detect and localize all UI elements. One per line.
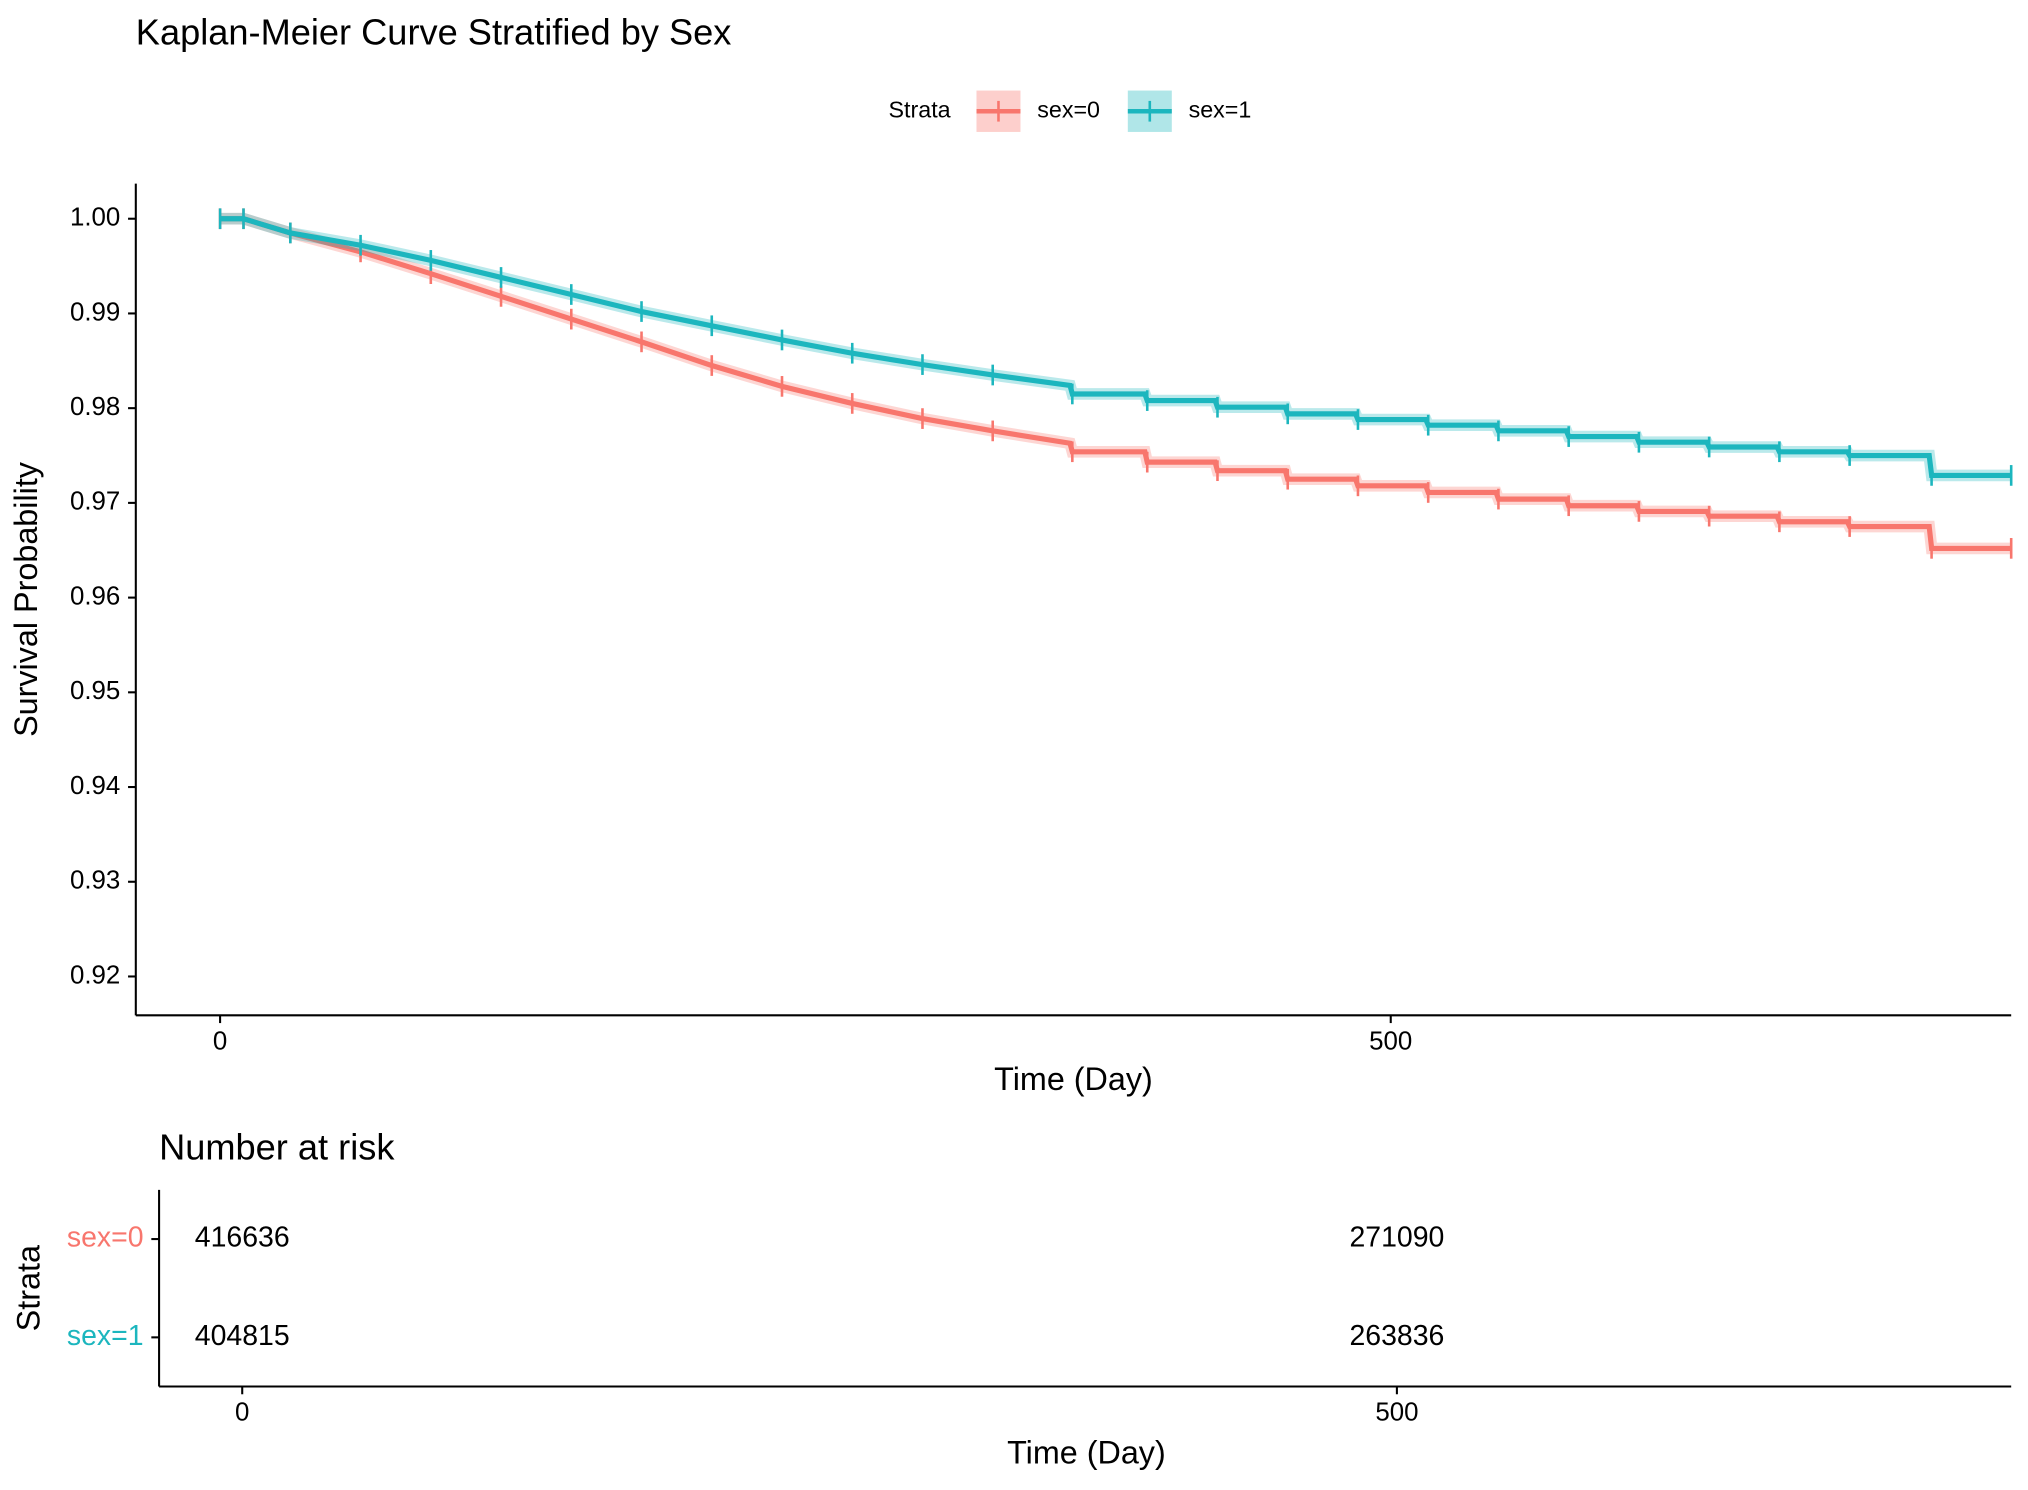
chart-title: Kaplan-Meier Curve Stratified by Sex [136, 12, 732, 53]
confidence-band [220, 212, 2012, 555]
y-tick-label: 0.93 [70, 867, 120, 895]
risk-count: 404815 [195, 1320, 290, 1352]
x-axis-label: Time (Day) [994, 1061, 1153, 1097]
y-tick-label: 0.99 [70, 298, 120, 326]
y-axis-label: Survival Probability [8, 461, 44, 737]
strata-label: sex=0 [67, 1222, 144, 1254]
y-tick-label: 0.94 [70, 772, 120, 800]
y-axis-label: Strata [11, 1245, 47, 1331]
legend-label: sex=1 [1189, 96, 1252, 122]
y-tick-label: 0.95 [70, 677, 120, 705]
risk-table-title: Number at risk [159, 1126, 395, 1167]
y-tick-label: 0.96 [70, 582, 120, 610]
x-axis-label: Time (Day) [1007, 1435, 1166, 1471]
legend-title: Strata [889, 96, 951, 122]
legend-label: sex=0 [1037, 96, 1100, 122]
x-tick-label: 0 [235, 1398, 249, 1426]
strata-label: sex=1 [67, 1320, 144, 1352]
risk-count: 263836 [1349, 1320, 1444, 1352]
x-tick-label: 0 [213, 1027, 227, 1055]
y-tick-label: 1.00 [70, 204, 120, 232]
y-tick-label: 0.92 [70, 961, 120, 989]
y-tick-label: 0.98 [70, 393, 120, 421]
risk-count: 271090 [1349, 1222, 1444, 1254]
confidence-band [220, 212, 2012, 482]
x-tick-label: 500 [1375, 1398, 1418, 1426]
survival-curve [220, 216, 2012, 551]
survival-curve [220, 216, 2012, 479]
risk-count: 416636 [195, 1222, 290, 1254]
y-tick-label: 0.97 [70, 488, 120, 516]
x-tick-label: 500 [1369, 1027, 1412, 1055]
